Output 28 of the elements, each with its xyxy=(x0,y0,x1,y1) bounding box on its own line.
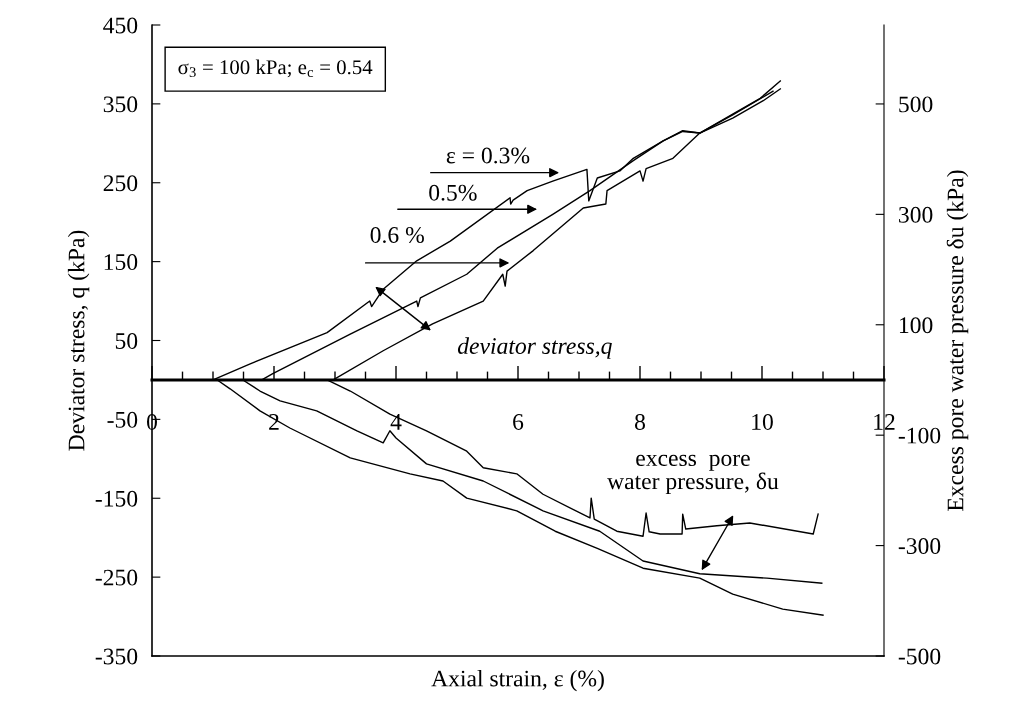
y-tick-label: -250 xyxy=(95,569,138,586)
y2-tick-label: 500 xyxy=(899,96,933,113)
y2-tick-label: -100 xyxy=(898,427,941,444)
y2-tick-label: 100 xyxy=(899,317,933,334)
annotation: 0.5% xyxy=(429,184,477,201)
y2-tick-label: -300 xyxy=(898,538,941,555)
y-tick-label: 350 xyxy=(103,96,138,113)
annotation: σ$_{3}$ = 100 kPa; e$_{c}$ = 0.54 xyxy=(178,59,373,78)
y2-tick-label: -500 xyxy=(898,648,941,665)
x-tick-label: 8 xyxy=(635,413,645,430)
y-tick-label: 150 xyxy=(104,254,138,271)
y-tick-label: -50 xyxy=(107,411,138,428)
annotation: 0.6 % xyxy=(370,226,424,244)
y-tick-label: -350 xyxy=(95,648,138,665)
y-tick-label: 250 xyxy=(103,175,138,192)
y-tick-label: -150 xyxy=(95,490,138,507)
y-axis-title: Deviator stress, q (kPa) xyxy=(67,230,90,451)
x-tick-label: 10 xyxy=(752,413,773,430)
y2-axis-title: Excess pore water pressure δu (kPa) xyxy=(946,170,969,511)
x-axis-title: Axial strain, ε (%) xyxy=(431,669,604,692)
annotation: ε = 0.3% xyxy=(446,147,530,164)
y2-tick-label: 300 xyxy=(899,206,933,223)
x-tick-label: 6 xyxy=(513,414,524,430)
y-tick-label: 50 xyxy=(115,332,138,349)
y-tick-label: 450 xyxy=(103,17,138,34)
annotation: deviator stress,q xyxy=(457,337,612,359)
x-tick-label: 4 xyxy=(390,414,402,430)
annotation: excess pore water pressure, δu xyxy=(607,454,779,495)
